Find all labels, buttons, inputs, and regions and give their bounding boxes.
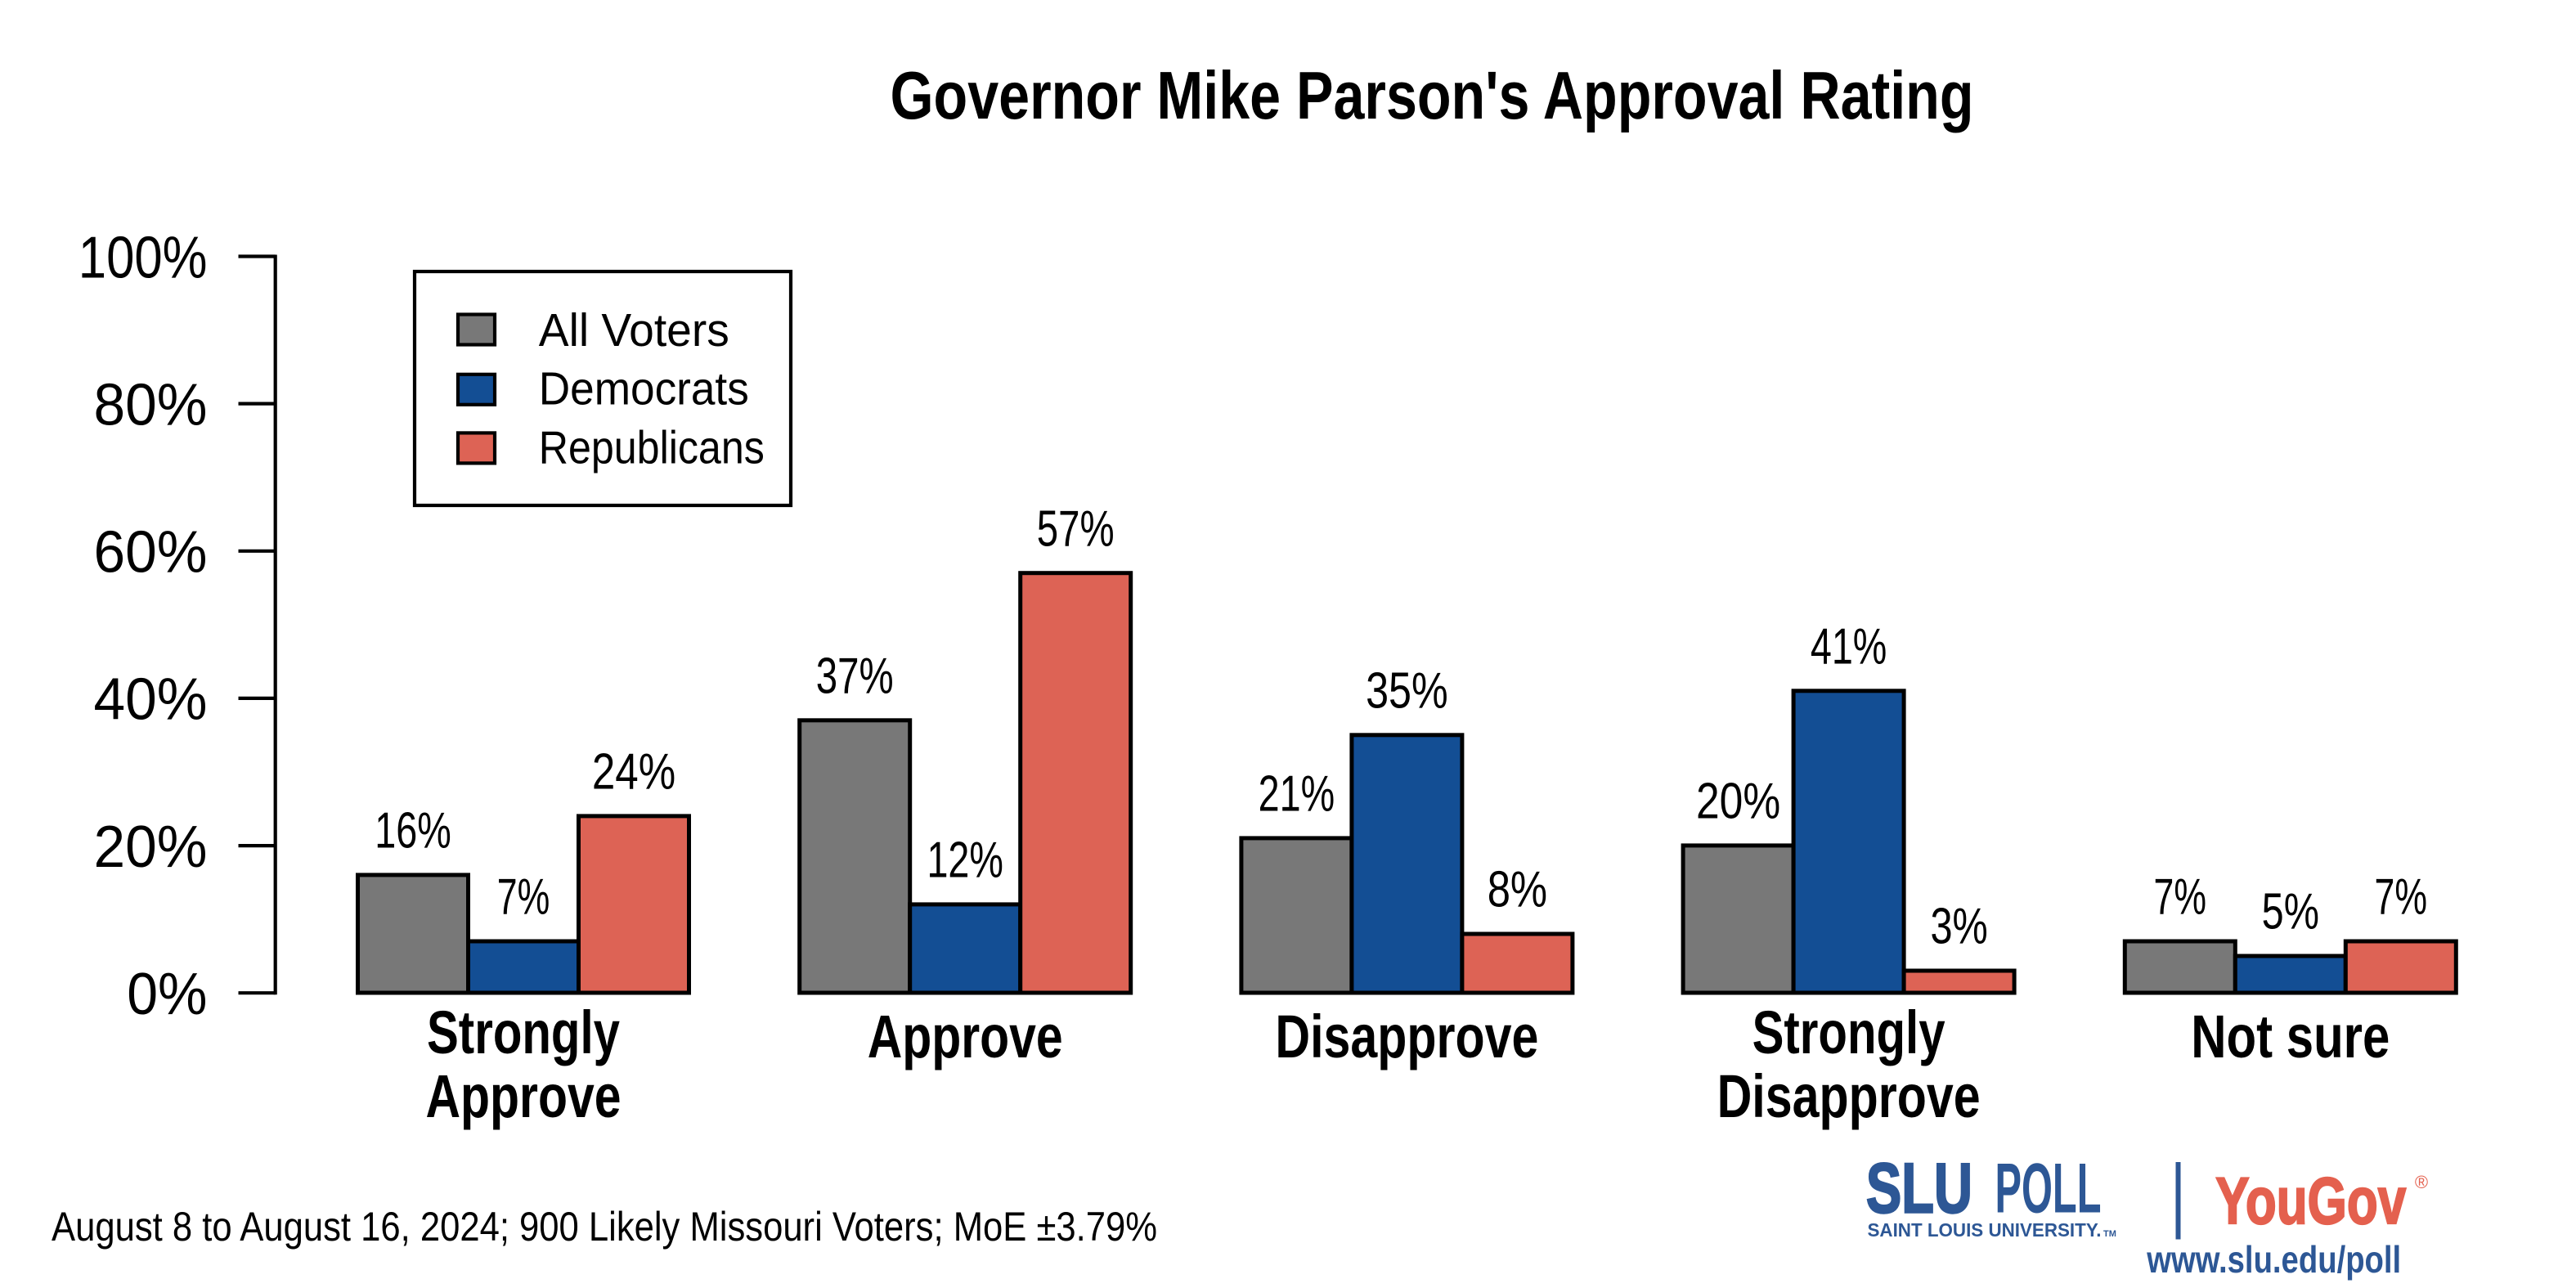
svg-text:TM: TM: [2103, 1229, 2116, 1239]
svg-text:21%: 21%: [1259, 766, 1335, 823]
svg-text:8%: 8%: [1488, 862, 1547, 918]
svg-text:Strongly: Strongly: [427, 999, 620, 1066]
svg-text:24%: 24%: [592, 744, 675, 801]
svg-text:20%: 20%: [1696, 774, 1780, 830]
svg-text:0%: 0%: [127, 962, 207, 1027]
svg-text:Approve: Approve: [426, 1062, 622, 1130]
svg-text:80%: 80%: [94, 372, 208, 438]
svg-text:Disapprove: Disapprove: [1717, 1062, 1981, 1130]
svg-text:35%: 35%: [1366, 662, 1448, 719]
svg-text:SAINT LOUIS UNIVERSITY.: SAINT LOUIS UNIVERSITY.: [1868, 1219, 2102, 1241]
svg-text:Democrats: Democrats: [539, 363, 749, 415]
svg-text:16%: 16%: [375, 803, 451, 859]
svg-text:40%: 40%: [94, 667, 208, 733]
svg-text:Disapprove: Disapprove: [1275, 1003, 1538, 1070]
svg-text:POLL: POLL: [1995, 1149, 2102, 1227]
svg-text:Republicans: Republicans: [539, 421, 765, 473]
svg-text:37%: 37%: [816, 648, 894, 704]
svg-text:7%: 7%: [2375, 869, 2428, 926]
svg-text:41%: 41%: [1811, 618, 1887, 675]
svg-text:All Voters: All Voters: [539, 304, 729, 357]
svg-text:100%: 100%: [79, 225, 208, 290]
svg-text:August 8 to August 16, 2024; 9: August 8 to August 16, 2024; 900 Likely …: [52, 1204, 1157, 1250]
svg-text:12%: 12%: [927, 832, 1003, 889]
svg-text:Approve: Approve: [868, 1003, 1063, 1070]
svg-text:Strongly: Strongly: [1752, 999, 1945, 1066]
svg-text:7%: 7%: [497, 869, 550, 926]
svg-text:20%: 20%: [94, 815, 208, 880]
svg-text:3%: 3%: [1930, 899, 1987, 955]
svg-text:www.slu.edu/poll: www.slu.edu/poll: [2146, 1238, 2401, 1281]
svg-text:5%: 5%: [2262, 884, 2319, 940]
svg-text:SLU: SLU: [1866, 1149, 1972, 1227]
svg-text:Not sure: Not sure: [2191, 1003, 2390, 1070]
svg-text:60%: 60%: [94, 520, 208, 586]
svg-text:7%: 7%: [2154, 869, 2207, 926]
svg-text:Governor Mike Parson's Approva: Governor Mike Parson's Approval Rating: [891, 57, 1974, 133]
svg-text:®: ®: [2415, 1172, 2428, 1192]
svg-text:57%: 57%: [1037, 500, 1115, 557]
svg-text:YouGov: YouGov: [2215, 1165, 2406, 1238]
